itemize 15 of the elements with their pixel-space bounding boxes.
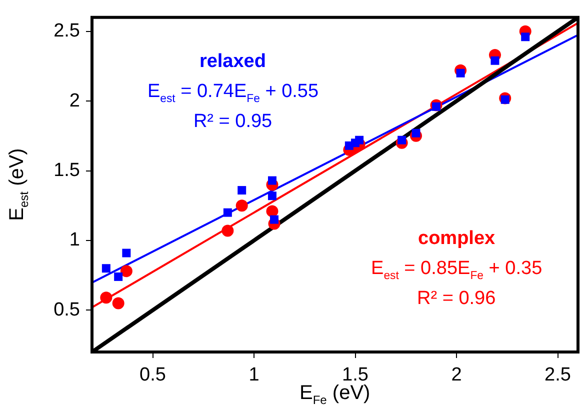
y-tick-label: 0.5 <box>54 299 80 320</box>
y-tick-label: 2 <box>69 90 80 112</box>
y-tick-label: 1 <box>69 230 80 251</box>
annotation: R² = 0.95 <box>193 110 272 133</box>
annotation: E$_{est}$ = 0.85E$_{Fe}$ + 0.35 <box>371 258 542 282</box>
annotation: E$_{est}$ = 0.74E$_{Fe}$ + 0.55 <box>147 80 319 105</box>
text: complex <box>418 228 496 250</box>
text: relaxed <box>199 50 266 73</box>
x-tick-label: 2.5 <box>544 364 571 386</box>
x-tick-label: 1 <box>248 364 260 386</box>
x-tick-label: 2 <box>451 364 462 386</box>
annotation: R² = 0.96 <box>417 288 496 310</box>
x-tick-label: 0.5 <box>140 364 166 386</box>
y-tick-label: 2.5 <box>54 20 80 42</box>
y-tick-label: 1.5 <box>54 160 80 181</box>
